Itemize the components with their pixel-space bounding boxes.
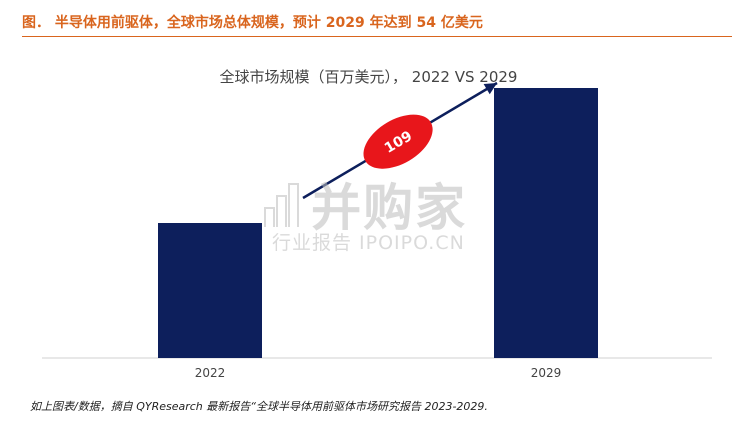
growth-badge-shape — [363, 114, 433, 169]
watermark-brand: 并购家 — [311, 179, 468, 237]
bar-2029 — [494, 88, 598, 358]
title-divider — [22, 36, 732, 37]
bar-2022 — [158, 223, 262, 358]
watermark-logo: 并购家 — [262, 168, 467, 240]
x-tick-label-2022: 2022 — [195, 366, 226, 380]
chart-title: 全球市场规模（百万美元）， 2022 VS 2029 — [219, 68, 518, 86]
watermark-subtitle: 行业报告 IPOIPO.CN — [272, 232, 465, 254]
growth-badge: 109 — [363, 114, 433, 169]
source-footnote: 如上图表/数据，摘自 QYResearch 最新报告“全球半导体用前驱体市场研究… — [30, 400, 488, 413]
x-tick-label-2029: 2029 — [531, 366, 562, 380]
growth-arrowhead — [483, 83, 497, 95]
figure-title: 图． 半导体用前驱体，全球市场总体规模，预计 2029 年达到 54 亿美元 — [22, 15, 483, 31]
watermark-chart-icon — [262, 181, 306, 227]
